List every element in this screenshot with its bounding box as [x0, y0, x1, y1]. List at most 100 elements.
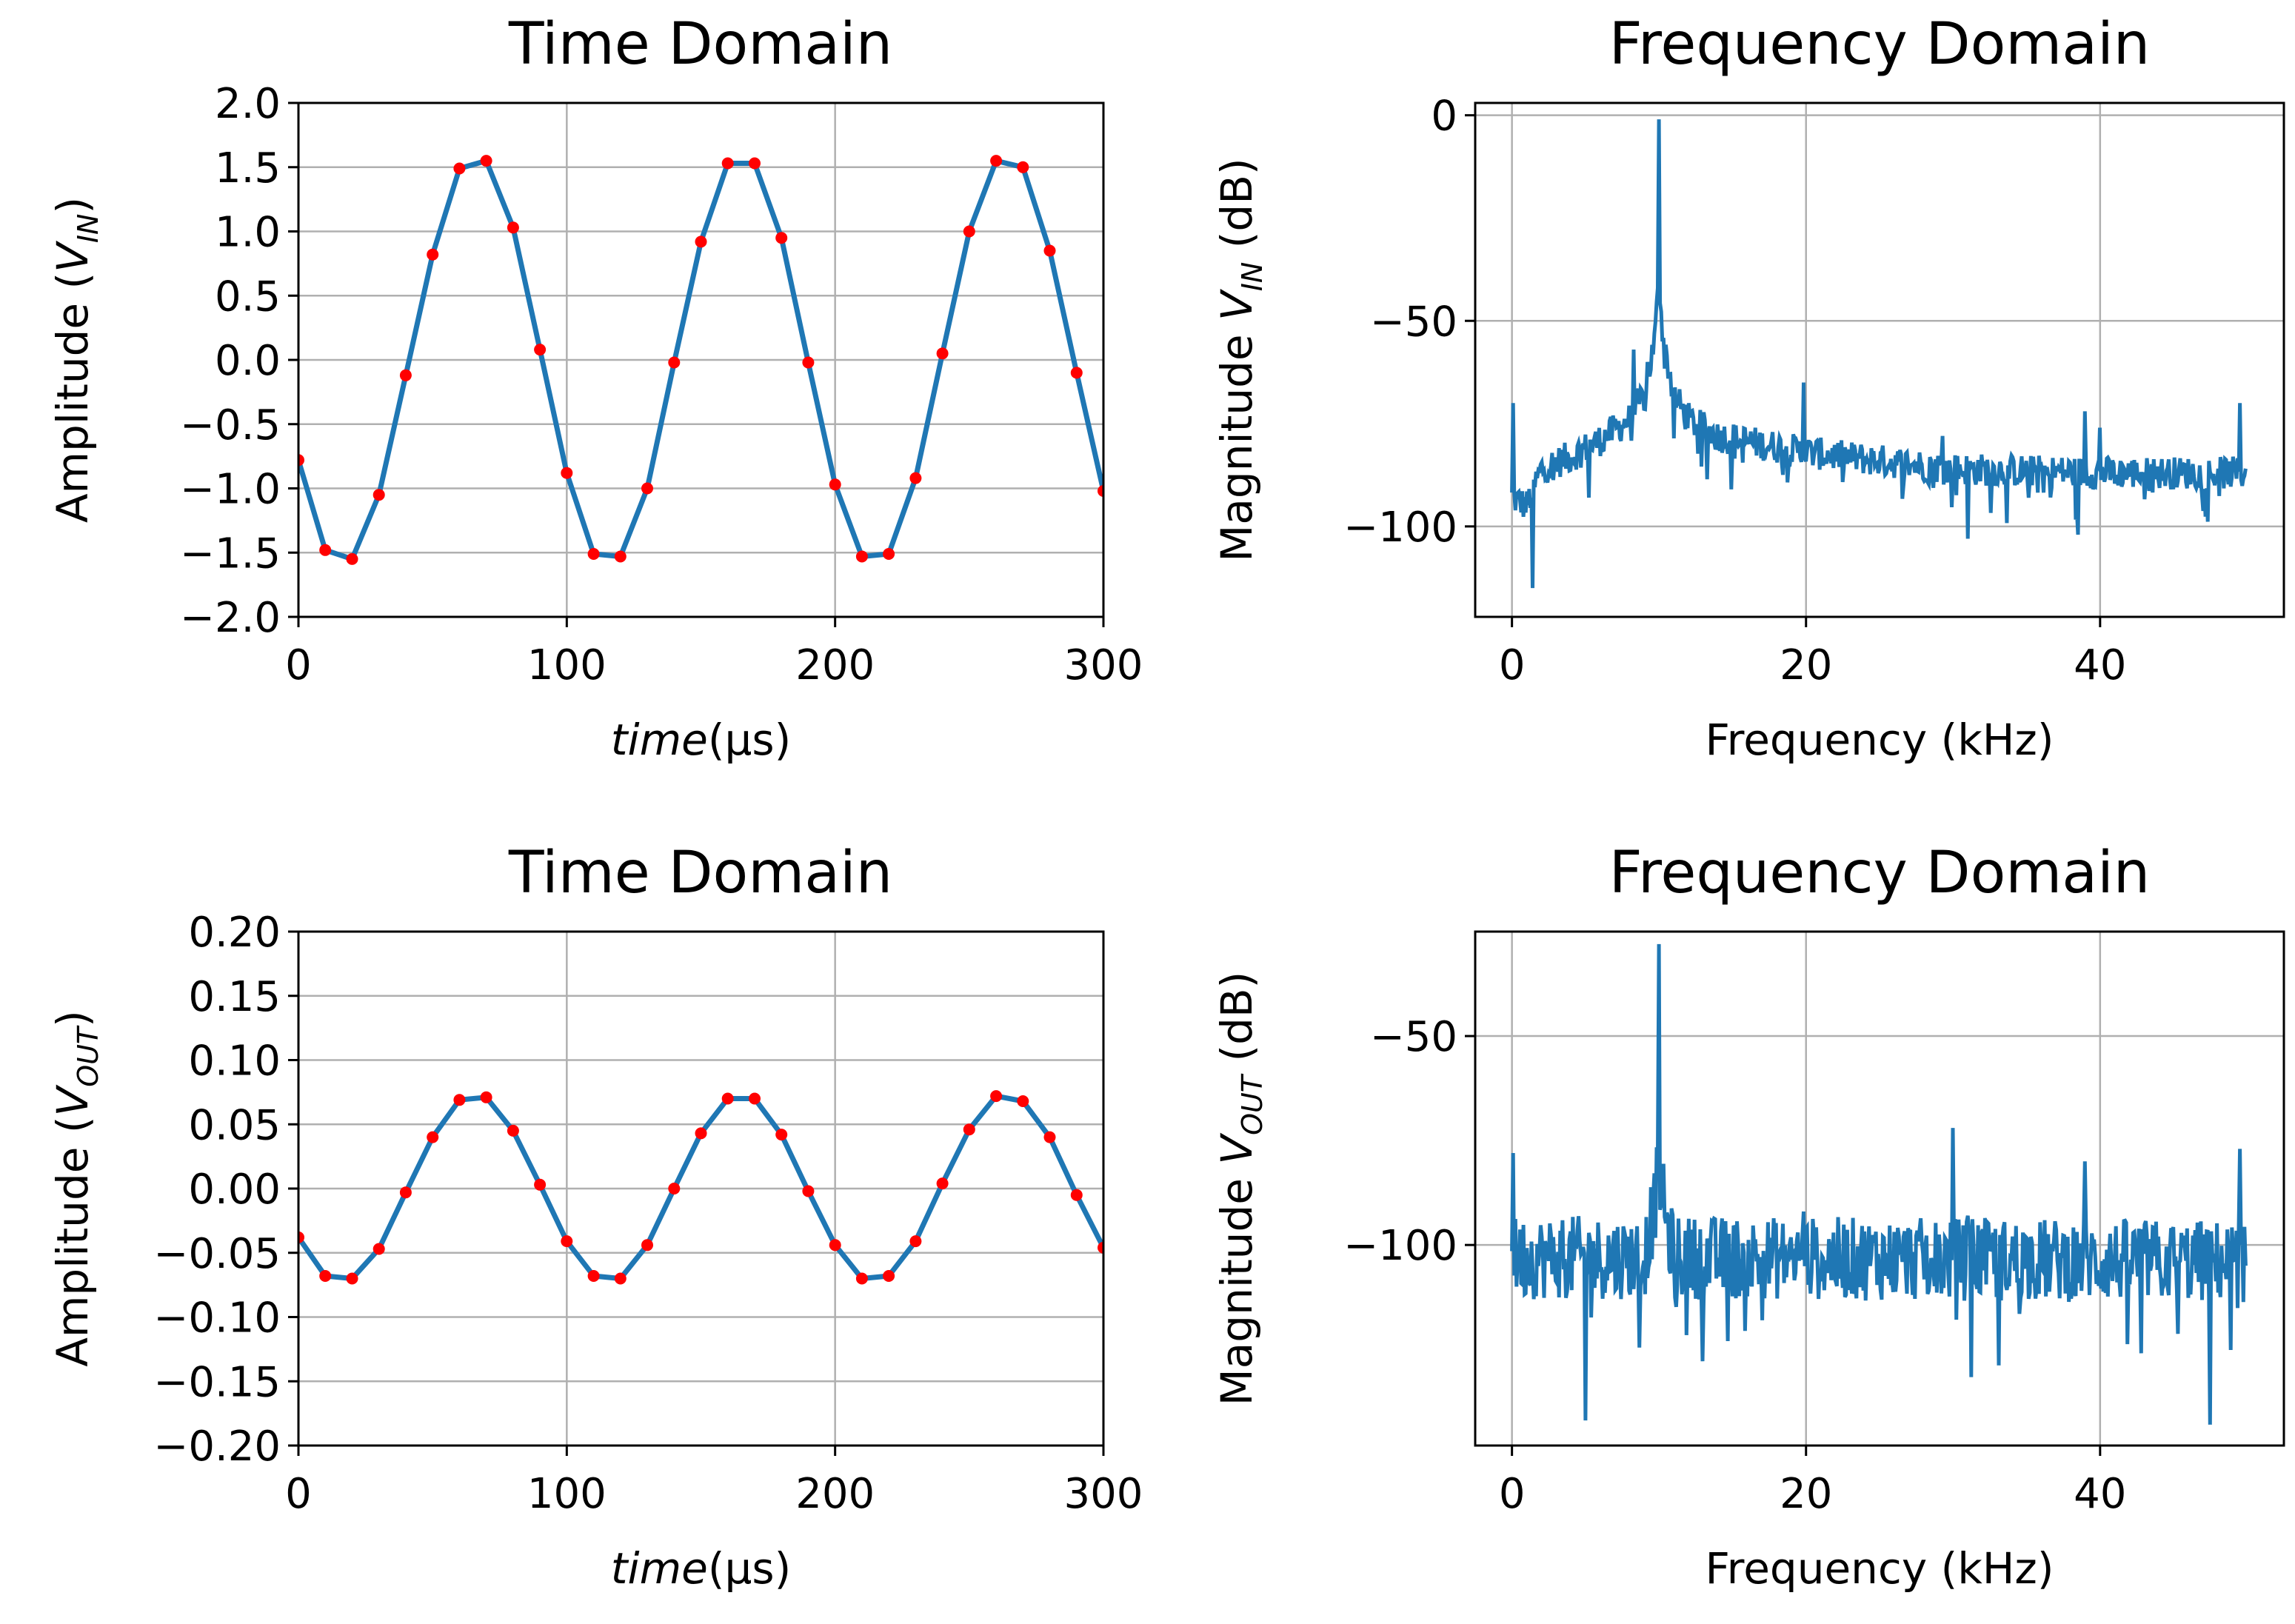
x-tick-label: 300 [1064, 641, 1143, 689]
x-tick-label: 20 [1780, 641, 1832, 689]
y-tick-label: 0.10 [188, 1037, 281, 1086]
sample-point [695, 1127, 707, 1140]
y-tick-label: 0.0 [215, 337, 281, 385]
sample-point [883, 548, 895, 560]
sample-point [936, 347, 949, 360]
y-tick-label: −1.0 [180, 466, 281, 514]
y-axis-label: Magnitude VIN (dB) [1212, 158, 1269, 561]
x-tick-label: 0 [1499, 1470, 1526, 1518]
x-axis-label: Frequency (kHz) [1706, 715, 2054, 765]
sample-point [909, 472, 922, 484]
sample-point [963, 1123, 975, 1136]
axes-frame [1474, 101, 2285, 618]
panel-title: Time Domain [508, 840, 892, 906]
panel-time-vout: Time Domain 0 100 200 300 −0.20 −0.15 −0.10 −0.… [47, 840, 1143, 1594]
y-tick-label: −0.10 [153, 1294, 281, 1343]
sample-point [909, 1235, 922, 1248]
sample-point [1070, 367, 1083, 379]
y-tick-label: 2.0 [215, 80, 281, 128]
sample-point [587, 1270, 600, 1282]
sample-point [1043, 1131, 1056, 1143]
sample-point [427, 1131, 439, 1143]
panel-freq-vout: Frequency Domain 0 20 40 −100 −50 Frequency (… [1212, 840, 2285, 1594]
y-tick-label: −0.5 [180, 401, 281, 450]
y-tick-label: 1.5 [215, 144, 281, 193]
sample-point [883, 1270, 895, 1282]
y-tick-label: −1.5 [180, 529, 281, 578]
sample-point [749, 157, 761, 170]
sample-point [453, 162, 466, 175]
x-tick-label: 20 [1780, 1470, 1832, 1518]
x-tick-label: 100 [527, 641, 607, 689]
panel-title: Frequency Domain [1609, 840, 2150, 906]
sample-point [480, 155, 492, 167]
sample-point [936, 1177, 949, 1190]
sample-point [614, 1272, 627, 1285]
y-tick-label: −2.0 [180, 594, 281, 642]
sample-point [507, 1124, 519, 1137]
sample-point [802, 1185, 815, 1197]
sample-point [1017, 161, 1029, 173]
sample-point [373, 1243, 385, 1255]
sample-point [561, 1235, 573, 1248]
sample-point [1070, 1189, 1083, 1201]
plot-area [1510, 119, 2248, 589]
sample-point [453, 1094, 466, 1106]
plot-area [298, 155, 1103, 565]
sample-point [855, 1272, 868, 1285]
x-axis-label: time(μs) [611, 715, 791, 765]
x-tick-label: 300 [1064, 1470, 1143, 1518]
sample-point [695, 235, 707, 248]
x-tick-label: 40 [2074, 1470, 2126, 1518]
y-tick-label: −0.20 [153, 1423, 281, 1471]
panel-title: Time Domain [508, 11, 892, 78]
sample-point [749, 1092, 761, 1105]
sample-point [668, 356, 681, 369]
sample-point [346, 1272, 358, 1285]
y-tick-label: 0.5 [215, 273, 281, 321]
x-axis-label: Frequency (kHz) [1706, 1543, 2054, 1594]
sample-point [641, 1239, 653, 1252]
sample-point [990, 1090, 1003, 1103]
axes-frame [1474, 930, 2285, 1447]
spectrum-line [1510, 119, 2248, 589]
sample-point [614, 550, 627, 563]
plot-area [1510, 943, 2248, 1425]
sample-point [721, 157, 734, 170]
sample-point [1098, 1241, 1103, 1254]
plot-area [298, 1090, 1103, 1285]
panel-freq-vin: Frequency Domain 0 20 40 −100 −50 0 Frequency … [1212, 11, 2285, 765]
sample-point [298, 1231, 304, 1243]
y-tick-label: −100 [1343, 504, 1457, 552]
y-tick-label: −0.05 [153, 1230, 281, 1278]
sample-point [399, 1186, 412, 1199]
sample-point [507, 221, 519, 234]
x-tick-label: 0 [1499, 641, 1526, 689]
sample-point [298, 454, 304, 467]
sample-point [829, 478, 841, 491]
sample-point [775, 232, 788, 244]
x-axis-label: time(μs) [611, 1543, 791, 1594]
sample-point [963, 225, 975, 238]
sample-point [802, 356, 815, 369]
x-tick-label: 0 [285, 641, 312, 689]
y-tick-label: 0.20 [188, 909, 281, 957]
y-tick-label: 0.05 [188, 1101, 281, 1149]
y-tick-label: 0 [1431, 93, 1457, 141]
sample-point [990, 155, 1003, 167]
sample-point [829, 1239, 841, 1252]
sample-point [346, 552, 358, 565]
y-tick-label: 0.15 [188, 973, 281, 1021]
y-tick-label: −0.15 [153, 1358, 281, 1406]
sample-point [480, 1091, 492, 1103]
y-axis-label: Magnitude VOUT (dB) [1212, 972, 1269, 1406]
sample-point [319, 544, 332, 556]
y-tick-label: 1.0 [215, 209, 281, 257]
sample-point [721, 1092, 734, 1105]
spectrum-line [1510, 943, 2248, 1425]
sample-point [534, 344, 547, 356]
sample-point [587, 548, 600, 560]
y-tick-label: −50 [1370, 298, 1457, 346]
x-tick-label: 200 [795, 641, 875, 689]
